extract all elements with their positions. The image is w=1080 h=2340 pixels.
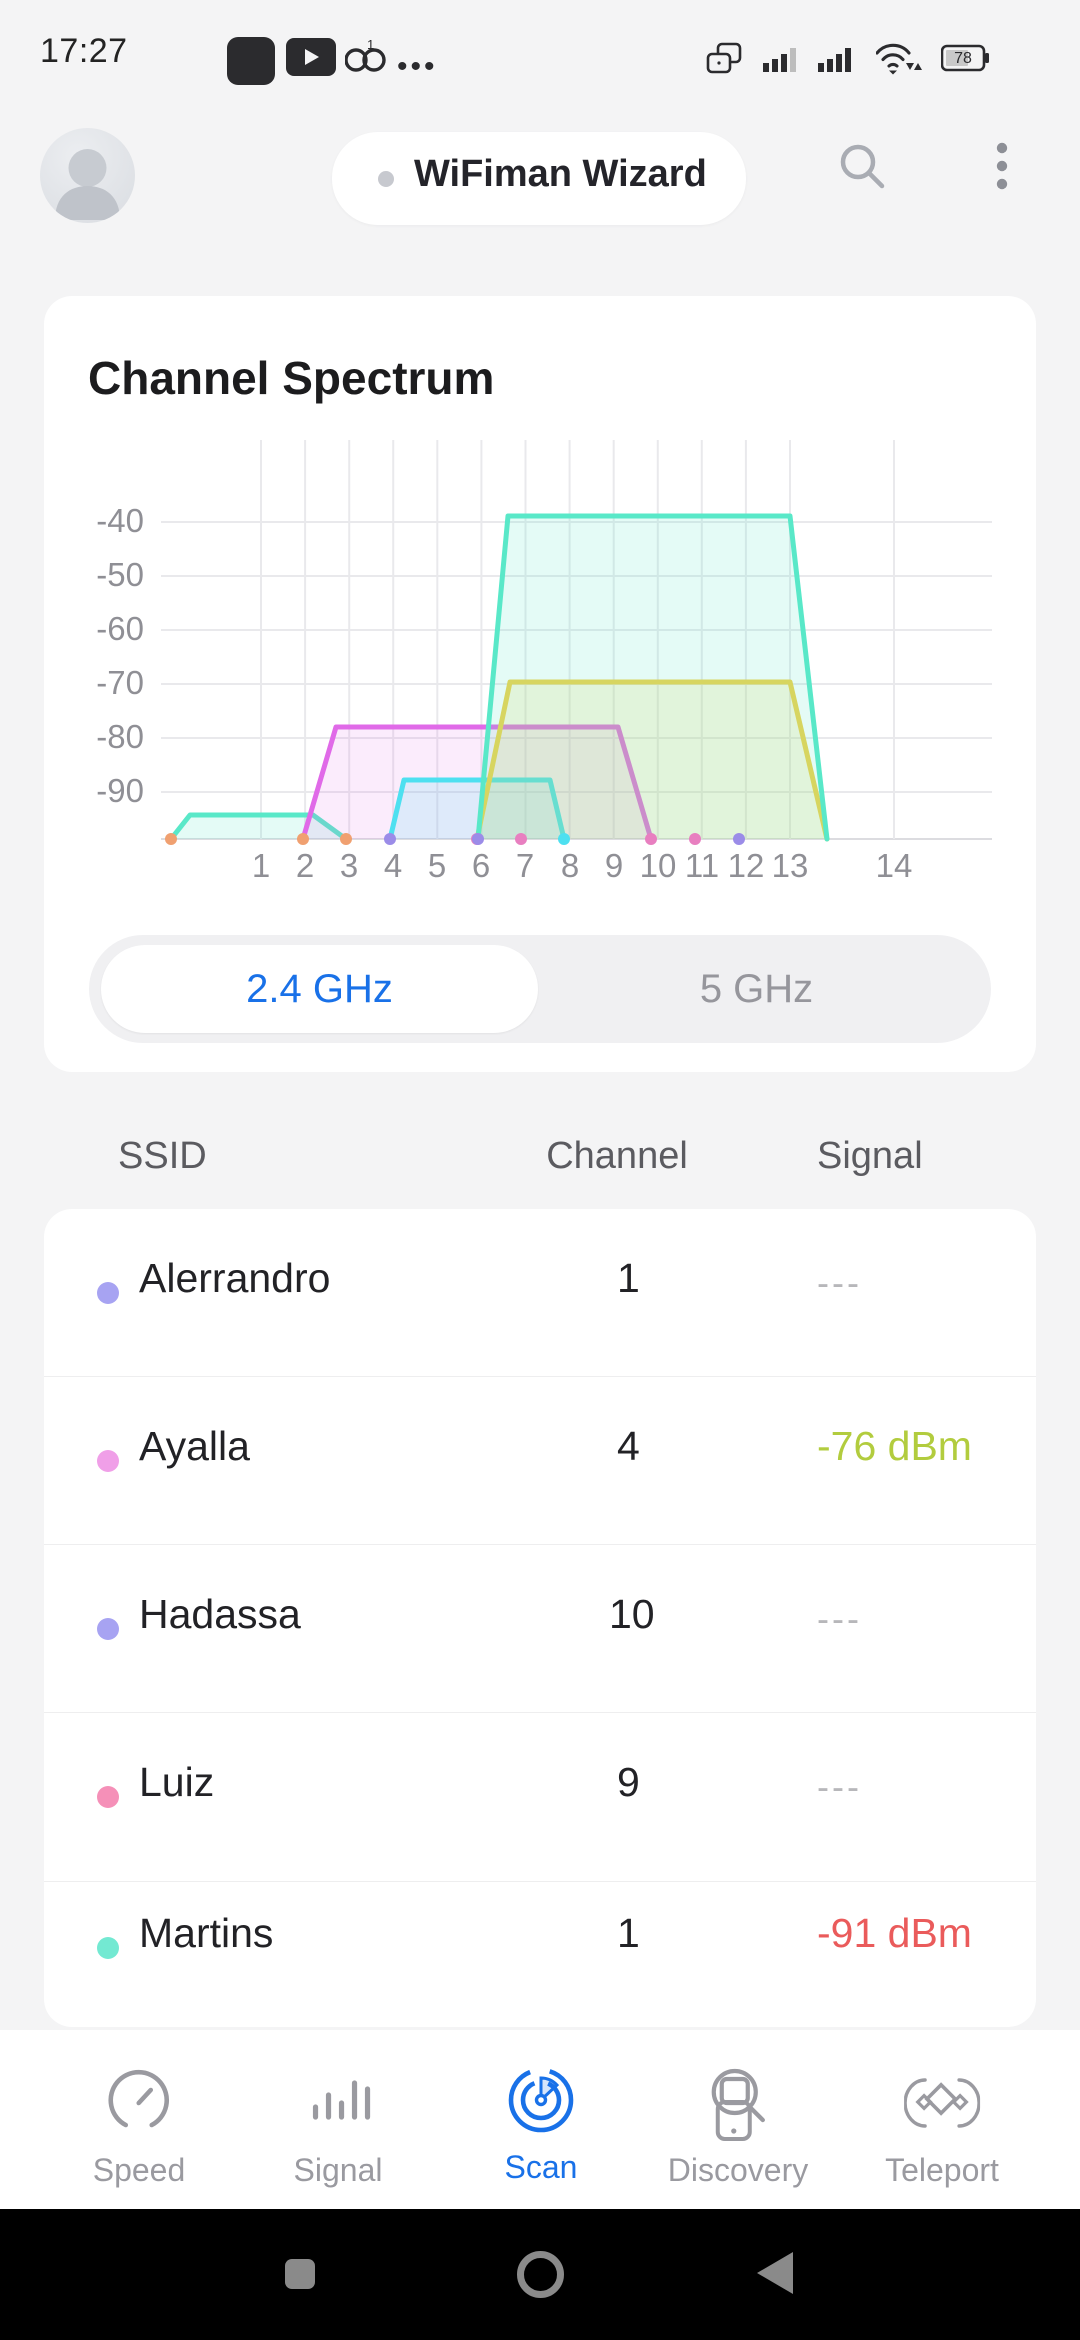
svg-text:4: 4 xyxy=(384,847,402,884)
svg-text:5: 5 xyxy=(428,847,446,884)
svg-text:9: 9 xyxy=(605,847,623,884)
svg-text:8: 8 xyxy=(561,847,579,884)
svg-text:11: 11 xyxy=(685,847,719,884)
svg-text:-70: -70 xyxy=(96,664,144,701)
svg-text:2: 2 xyxy=(296,847,314,884)
svg-text:78: 78 xyxy=(954,50,972,67)
svg-text:14: 14 xyxy=(876,847,913,884)
svg-text:-40: -40 xyxy=(96,502,144,539)
svg-text:6: 6 xyxy=(472,847,490,884)
svg-text:1: 1 xyxy=(367,40,374,52)
svg-text:3: 3 xyxy=(340,847,358,884)
svg-text:10: 10 xyxy=(640,847,677,884)
svg-text:-90: -90 xyxy=(96,772,144,809)
svg-text:-80: -80 xyxy=(96,718,144,755)
svg-text:-60: -60 xyxy=(96,610,144,647)
svg-text:13: 13 xyxy=(772,847,809,884)
svg-text:12: 12 xyxy=(728,847,765,884)
svg-text:1: 1 xyxy=(252,847,270,884)
svg-text:-50: -50 xyxy=(96,556,144,593)
svg-text:7: 7 xyxy=(516,847,534,884)
